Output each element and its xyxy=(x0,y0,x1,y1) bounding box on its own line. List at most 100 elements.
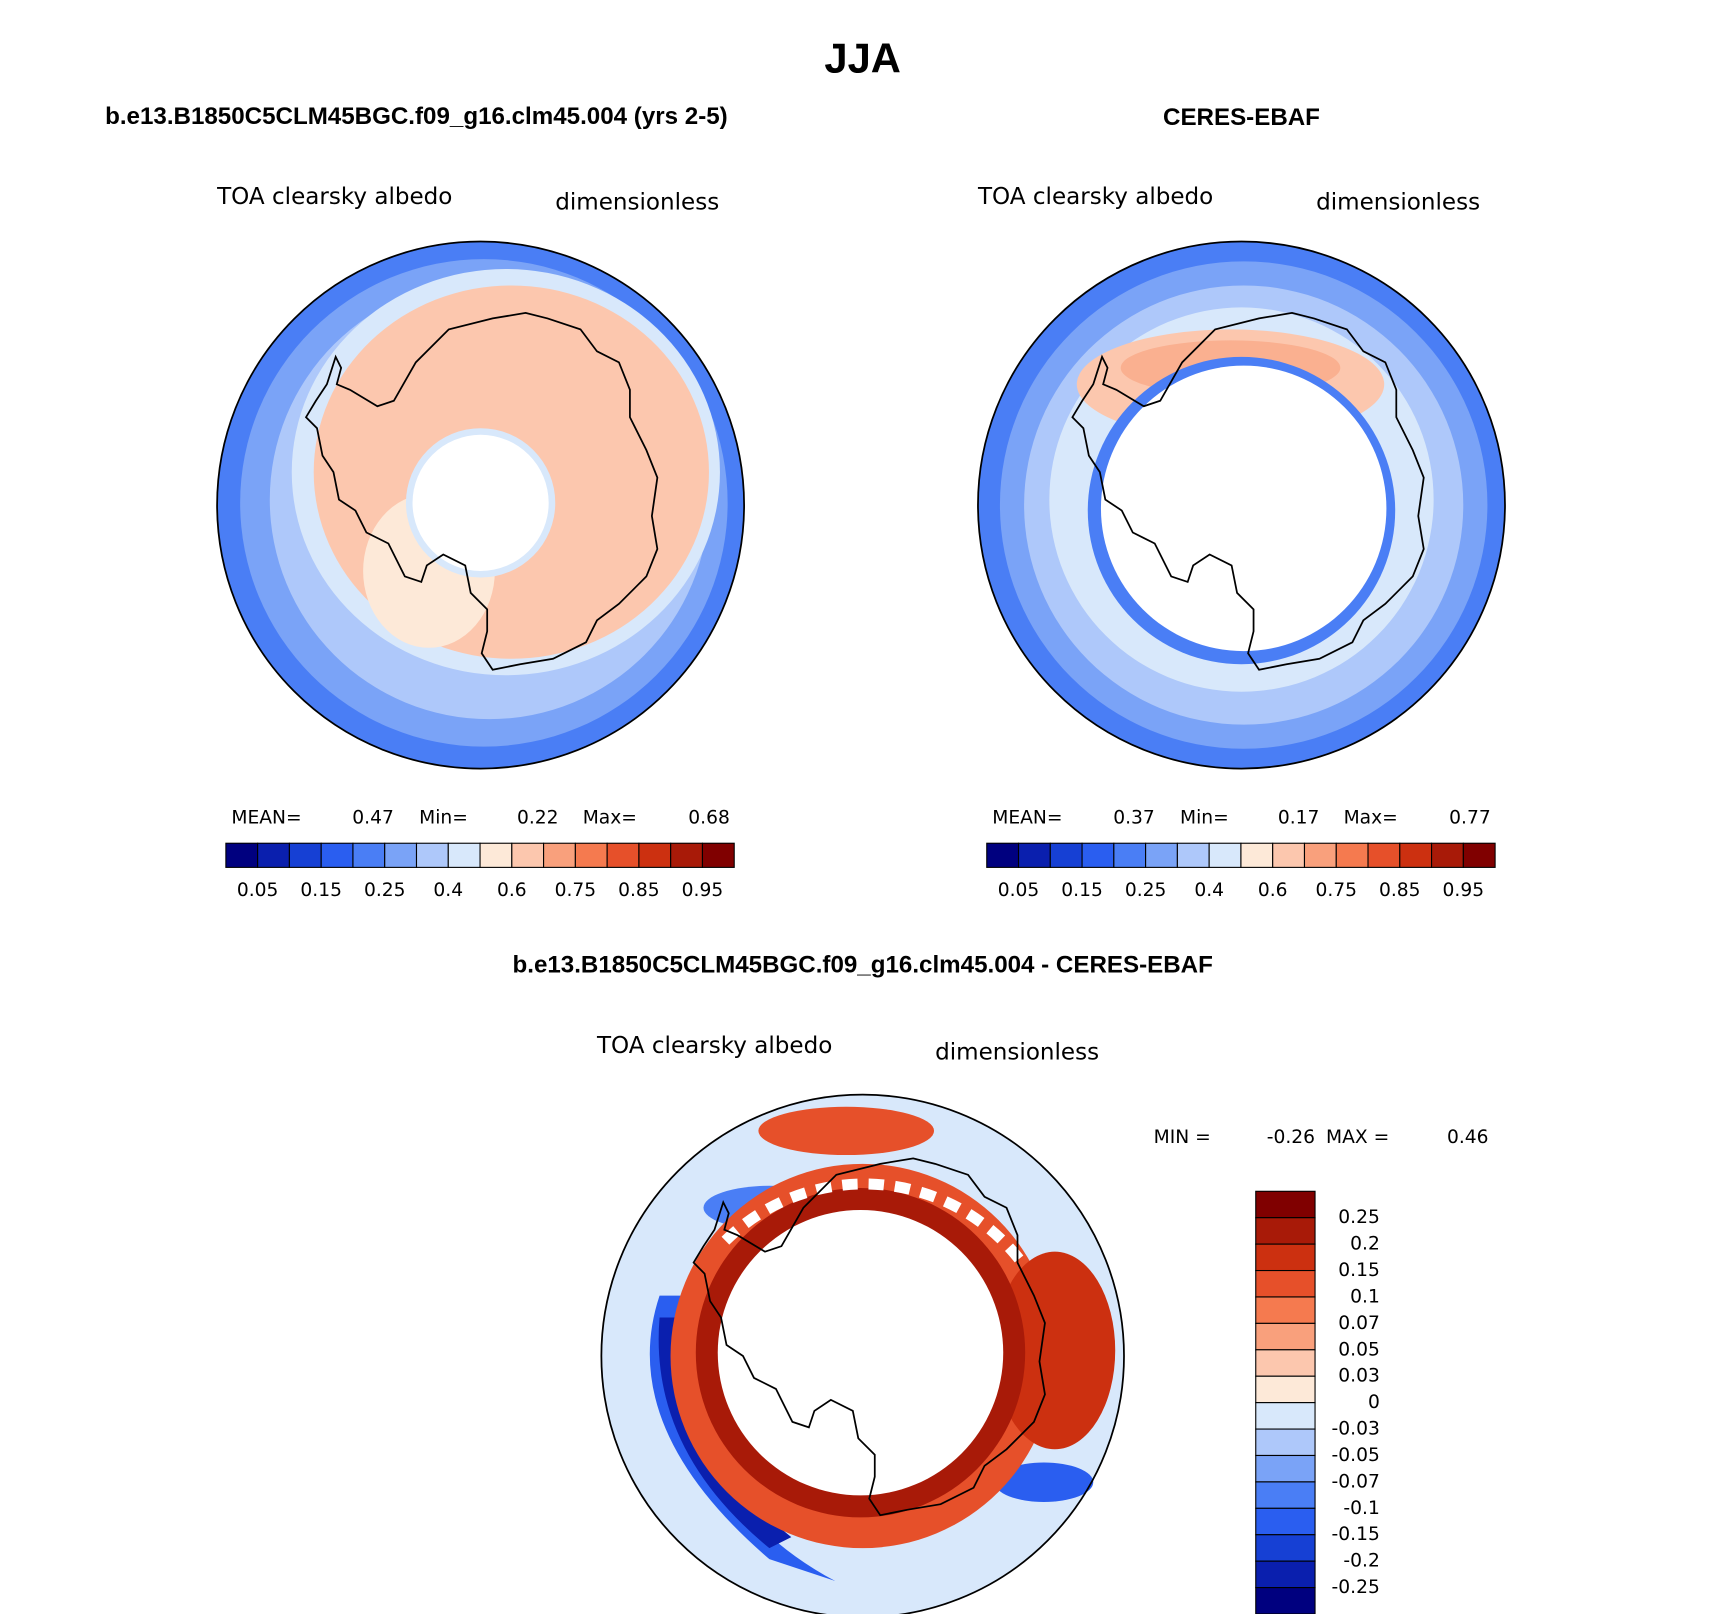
colorbar-box xyxy=(1049,842,1083,868)
colorbar-label: 0.25 xyxy=(1125,880,1167,901)
colorbar-box xyxy=(1255,1243,1316,1272)
stat-value: 0.17 xyxy=(1278,807,1320,828)
colorbar-box xyxy=(1081,842,1115,868)
colorbar-box xyxy=(1255,1217,1316,1245)
stat-label: Min= xyxy=(1180,807,1229,828)
stat-value: 0.37 xyxy=(1113,807,1155,828)
colorbar-label: 0.07 xyxy=(1338,1313,1380,1334)
units-label: dimensionless xyxy=(1316,190,1480,216)
colorbar-box xyxy=(1255,1296,1316,1324)
variable-label: TOA clearsky albedo xyxy=(596,1033,832,1059)
colorbar-label: 0 xyxy=(1368,1392,1380,1413)
colorbar-box xyxy=(1255,1428,1316,1457)
colorbar-box xyxy=(447,842,481,868)
colorbar-box xyxy=(1240,842,1274,868)
colorbar-box xyxy=(1255,1190,1316,1219)
colorbar-box xyxy=(1255,1587,1316,1614)
colorbar-box xyxy=(1255,1375,1316,1404)
colorbar-box xyxy=(1399,842,1433,868)
stat-label: MEAN= xyxy=(992,807,1062,828)
colorbar-box xyxy=(1255,1454,1316,1483)
colorbar-box xyxy=(1462,842,1496,868)
colorbar-label: 0.95 xyxy=(1443,880,1485,901)
colorbar-box xyxy=(1255,1507,1316,1536)
colorbar-label: 0.2 xyxy=(1350,1234,1380,1255)
colorbar-box xyxy=(384,842,418,868)
colorbar-box xyxy=(701,842,735,868)
colorbar-label: -0.25 xyxy=(1332,1577,1380,1598)
colorbar-label: -0.03 xyxy=(1332,1419,1380,1440)
colorbar-box xyxy=(670,842,704,868)
colorbar-label: -0.07 xyxy=(1332,1471,1380,1492)
colorbar-box xyxy=(257,842,290,868)
panel-title: b.e13.B1850C5CLM45BGC.f09_g16.clm45.004 … xyxy=(105,103,728,130)
colorbar-box xyxy=(606,842,640,868)
colorbar-box xyxy=(1145,842,1178,868)
stat-value: -0.26 xyxy=(1267,1127,1315,1148)
units-label: dimensionless xyxy=(555,190,719,216)
colorbar-label: -0.1 xyxy=(1343,1498,1379,1519)
colorbar-label: 0.15 xyxy=(1061,880,1103,901)
stat-label: Max= xyxy=(583,807,637,828)
colorbar-label: -0.15 xyxy=(1332,1524,1380,1545)
colorbar-label: 0.6 xyxy=(1258,880,1288,901)
stat-value: 0.68 xyxy=(688,807,730,828)
colorbar-box xyxy=(986,842,1020,868)
map-obs xyxy=(977,240,1506,770)
colorbar-label: 0.25 xyxy=(1338,1207,1380,1228)
colorbar-label: 0.15 xyxy=(300,880,342,901)
variable-label: TOA clearsky albedo xyxy=(977,184,1213,210)
colorbar-box xyxy=(1367,842,1401,868)
colorbar-label: 0.85 xyxy=(1379,880,1421,901)
colorbar-label: 0.95 xyxy=(682,880,724,901)
stat-value: 0.22 xyxy=(517,807,559,828)
colorbar-box xyxy=(1303,842,1337,868)
panel-title: CERES-EBAF xyxy=(1163,104,1320,131)
colorbar-box xyxy=(1255,1402,1316,1430)
colorbar-box xyxy=(479,842,513,868)
stat-value: 0.47 xyxy=(352,807,394,828)
colorbar-label: 0.75 xyxy=(1315,880,1357,901)
colorbar-label: 0.05 xyxy=(1338,1339,1380,1360)
colorbar-label: 0.75 xyxy=(555,880,597,901)
colorbar-box xyxy=(574,842,608,868)
colorbar-label: 0.6 xyxy=(497,880,527,901)
colorbar-label: 0.05 xyxy=(998,880,1040,901)
stat-label: MAX = xyxy=(1326,1127,1389,1148)
figure-title: JJA xyxy=(824,35,901,82)
colorbar-box xyxy=(352,842,386,868)
stat-label: Max= xyxy=(1344,807,1398,828)
panel-title: b.e13.B1850C5CLM45BGC.f09_g16.clm45.004 … xyxy=(512,952,1212,979)
colorbar-label: 0.05 xyxy=(237,880,279,901)
stat-label: MIN = xyxy=(1154,1127,1211,1148)
colorbar-box xyxy=(288,842,322,868)
colorbar-label: -0.2 xyxy=(1343,1551,1379,1572)
colorbar-box xyxy=(225,842,259,868)
colorbar-label: 0.03 xyxy=(1338,1366,1380,1387)
colorbar-box xyxy=(638,842,672,868)
colorbar-box xyxy=(415,842,449,868)
colorbar-label: 0.15 xyxy=(1338,1260,1380,1281)
colorbar-label: 0.4 xyxy=(1194,880,1224,901)
colorbar-box xyxy=(1017,842,1051,868)
colorbar-box xyxy=(320,842,354,868)
colorbar-box xyxy=(511,842,545,868)
colorbar-box xyxy=(1335,842,1369,868)
units-label: dimensionless xyxy=(935,1039,1099,1065)
colorbar-box xyxy=(1272,842,1306,868)
colorbar-label: 0.85 xyxy=(618,880,660,901)
colorbar-box xyxy=(1431,842,1464,868)
colorbar-box xyxy=(1255,1560,1316,1589)
map-difference xyxy=(600,1093,1125,1614)
stat-value: 0.77 xyxy=(1449,807,1491,828)
colorbar-label: -0.05 xyxy=(1332,1445,1380,1466)
colorbar-label: 0.1 xyxy=(1350,1286,1380,1307)
colorbar-box xyxy=(1255,1349,1316,1377)
colorbar-label: 0.25 xyxy=(364,880,406,901)
colorbar-box xyxy=(1176,842,1210,868)
colorbar-label: 0.4 xyxy=(433,880,463,901)
stat-value: 0.46 xyxy=(1447,1127,1489,1148)
colorbar-box xyxy=(543,842,576,868)
colorbar-box xyxy=(1208,842,1242,868)
